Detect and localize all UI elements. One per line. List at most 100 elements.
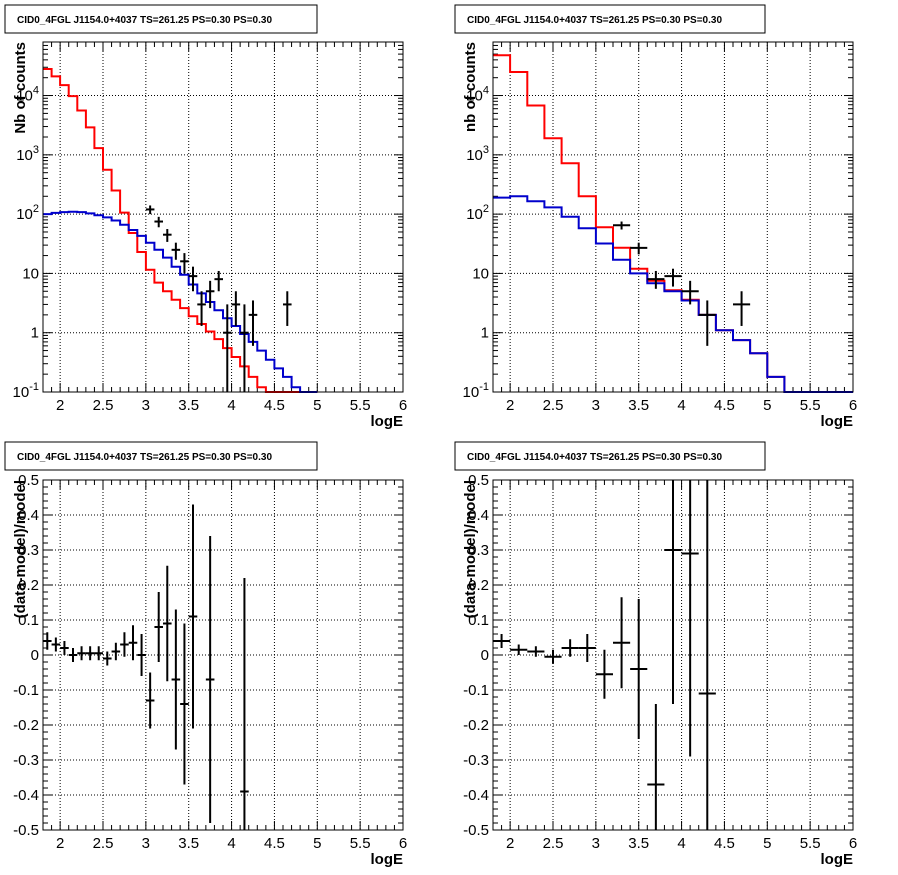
data-point bbox=[120, 632, 129, 657]
x-tick-label: 2 bbox=[506, 397, 514, 414]
data-point bbox=[223, 304, 232, 392]
x-axis-label: logE bbox=[821, 413, 854, 430]
x-tick-label: 3 bbox=[592, 397, 600, 414]
y-tick-label: 1 bbox=[481, 325, 489, 342]
y-tick-label: 102 bbox=[16, 203, 39, 223]
data-point bbox=[180, 623, 189, 785]
data-point bbox=[171, 609, 181, 750]
data-point bbox=[163, 229, 172, 242]
data-point bbox=[145, 672, 155, 729]
chart-title: CID0_4FGL J1154.0+4037 TS=261.25 PS=0.30… bbox=[17, 15, 272, 26]
x-tick-label: 2.5 bbox=[543, 397, 564, 414]
data-point bbox=[94, 646, 103, 661]
x-tick-label: 4.5 bbox=[714, 835, 735, 852]
y-tick-label: 104 bbox=[16, 85, 39, 105]
y-tick-label: -0.5 bbox=[13, 822, 39, 839]
data-point bbox=[698, 480, 716, 830]
y-tick-label: 0.3 bbox=[18, 542, 39, 559]
x-tick-label: 6 bbox=[399, 397, 407, 414]
data-point bbox=[77, 646, 86, 661]
chart-panel-3: 2 2.5 3 3.5 4 4.5 5 5.5 6 -0.5 -0.4 -0.3 -0.2 -0.1 0 0.… bbox=[4, 441, 407, 868]
chart-title: CID0_4FGL J1154.0+4037 TS=261.25 PS=0.30… bbox=[467, 452, 722, 463]
plot-frame bbox=[42, 41, 404, 393]
x-tick-label: 5 bbox=[313, 397, 321, 414]
data-point bbox=[248, 300, 258, 346]
y-tick-label: 0.4 bbox=[468, 507, 489, 524]
series-background-model-line bbox=[43, 210, 318, 393]
data-point bbox=[613, 597, 631, 689]
x-tick-label: 4 bbox=[227, 397, 235, 414]
y-tick-label: 1 bbox=[31, 325, 39, 342]
data-point bbox=[60, 641, 69, 655]
y-tick-label: 0.2 bbox=[18, 577, 39, 594]
x-tick-label: 5.5 bbox=[350, 397, 371, 414]
data-point bbox=[163, 565, 172, 682]
x-tick-label: 6 bbox=[849, 835, 857, 852]
x-tick-label: 5.5 bbox=[350, 835, 371, 852]
y-tick-label: 10-1 bbox=[463, 381, 489, 401]
plot-frame bbox=[492, 479, 854, 831]
data-point bbox=[630, 599, 648, 739]
x-tick-label: 6 bbox=[849, 397, 857, 414]
y-tick-label: 0.3 bbox=[468, 542, 489, 559]
y-tick-label: -0.3 bbox=[13, 752, 39, 769]
x-tick-label: 4 bbox=[677, 835, 685, 852]
x-tick-label: 5 bbox=[763, 397, 771, 414]
data-point bbox=[493, 634, 511, 648]
x-tick-label: 3.5 bbox=[178, 835, 199, 852]
x-tick-label: 4.5 bbox=[714, 397, 735, 414]
title-box bbox=[4, 441, 318, 471]
x-axis-label: logE bbox=[371, 413, 404, 430]
title-box bbox=[454, 4, 766, 34]
y-tick-label: 103 bbox=[16, 144, 39, 164]
data-point bbox=[578, 634, 596, 662]
plot-frame bbox=[42, 479, 404, 831]
y-tick-label: -0.3 bbox=[463, 752, 489, 769]
x-tick-label: 2.5 bbox=[93, 397, 114, 414]
y-tick-label: 0.5 bbox=[18, 472, 39, 489]
data-point bbox=[197, 291, 206, 326]
series-background-model-line bbox=[493, 195, 853, 393]
data-point bbox=[85, 646, 95, 661]
y-tick-label: 103 bbox=[466, 144, 489, 164]
x-tick-label: 4.5 bbox=[264, 835, 285, 852]
x-tick-label: 2 bbox=[56, 397, 64, 414]
x-tick-label: 2 bbox=[56, 835, 64, 852]
data-point bbox=[51, 637, 61, 652]
y-tick-label: -0.4 bbox=[13, 787, 39, 804]
y-tick-label: 0.4 bbox=[18, 507, 39, 524]
x-axis-label: logE bbox=[821, 851, 854, 868]
data-point bbox=[733, 291, 751, 326]
data-point bbox=[647, 270, 665, 289]
chart-panel-1: 2 2.5 3 3.5 4 4.5 5 5.5 6 10-1 1 10 102 103 104 CID0_4F… bbox=[4, 4, 407, 430]
x-tick-label: 4.5 bbox=[264, 397, 285, 414]
data-point bbox=[647, 704, 665, 830]
title-box bbox=[4, 4, 318, 34]
chart-title: CID0_4FGL J1154.0+4037 TS=261.25 PS=0.30… bbox=[467, 15, 722, 26]
data-point bbox=[613, 221, 631, 230]
data-point bbox=[68, 648, 78, 662]
y-axis-label: (data-model)/model bbox=[12, 480, 29, 618]
x-tick-label: 2.5 bbox=[543, 835, 564, 852]
data-point bbox=[595, 649, 613, 699]
y-tick-label: 0.2 bbox=[468, 577, 489, 594]
data-point bbox=[283, 291, 292, 326]
y-axis-label: nb of counts bbox=[462, 42, 479, 132]
data-point bbox=[128, 625, 138, 661]
data-point bbox=[681, 280, 699, 305]
y-tick-label: 0.1 bbox=[18, 612, 39, 629]
chart-panel-2: 2 2.5 3 3.5 4 4.5 5 5.5 6 10-1 1 10 102 103 104 CID0_4F… bbox=[454, 4, 857, 430]
plot-frame bbox=[492, 41, 854, 393]
y-tick-label: -0.5 bbox=[463, 822, 489, 839]
x-tick-label: 4 bbox=[677, 397, 685, 414]
y-tick-label: 0.1 bbox=[468, 612, 489, 629]
data-point bbox=[664, 268, 682, 287]
x-tick-label: 3 bbox=[592, 835, 600, 852]
x-tick-label: 3 bbox=[142, 835, 150, 852]
x-tick-label: 3 bbox=[142, 397, 150, 414]
data-point bbox=[231, 291, 241, 326]
y-tick-label: 0 bbox=[481, 647, 489, 664]
y-tick-label: 10 bbox=[472, 265, 489, 282]
y-tick-label: -0.2 bbox=[463, 717, 489, 734]
